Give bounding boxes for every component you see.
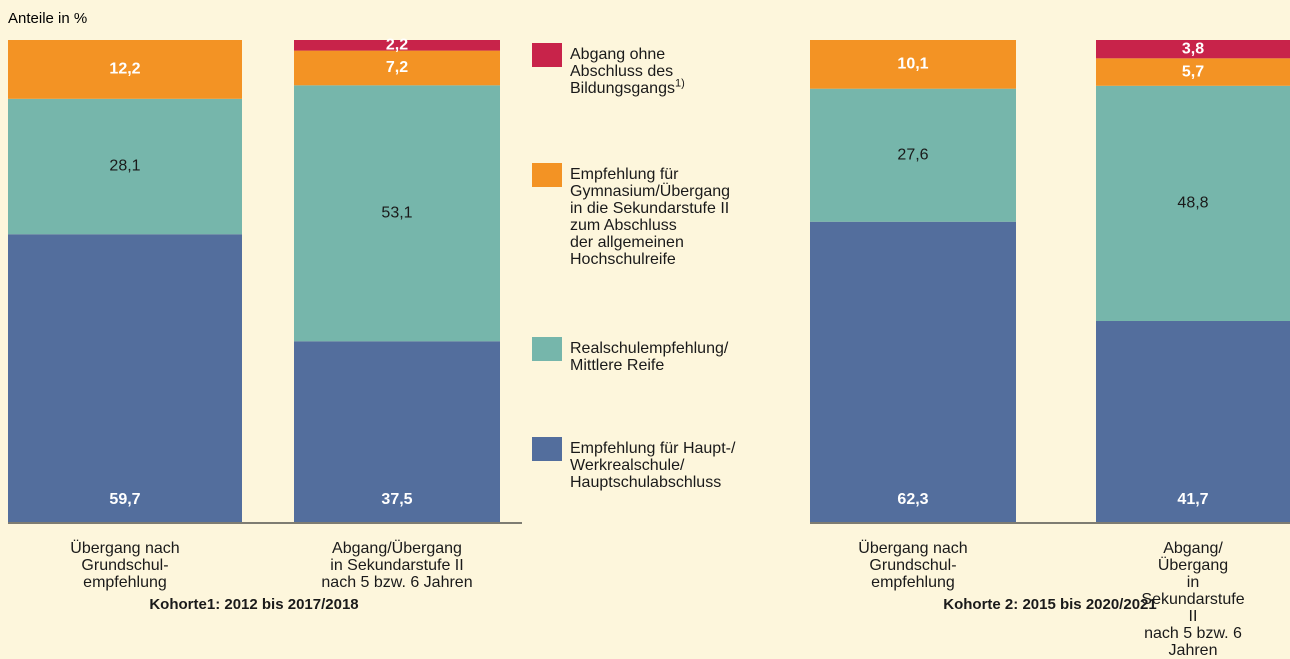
value-label: 53,1 — [381, 204, 412, 221]
value-label: 37,5 — [381, 491, 412, 508]
legend-label: Empfehlung für Haupt-/ Werkrealschule/ H… — [570, 440, 736, 491]
value-label: 27,6 — [897, 146, 928, 163]
legend-swatch — [532, 337, 562, 361]
value-label: 3,8 — [1182, 40, 1204, 57]
value-label: 5,7 — [1182, 63, 1204, 80]
axis-label: Anteile in % — [8, 10, 87, 27]
value-label: 10,1 — [897, 56, 928, 73]
group-label: Kohorte1: 2012 bis 2017/2018 — [149, 596, 359, 613]
x-tick-label: Abgang/Übergang in Sekundarstufe II nach… — [321, 540, 473, 591]
bar-segment — [294, 40, 500, 51]
value-label: 41,7 — [1177, 491, 1208, 508]
value-label: 48,8 — [1177, 195, 1208, 212]
bar-segment — [1096, 40, 1290, 59]
x-tick-label: Übergang nach Grundschul- empfehlung — [858, 540, 968, 591]
legend-swatch — [532, 163, 562, 187]
legend-swatch — [532, 437, 562, 461]
bar-segment — [294, 341, 500, 522]
bar-segment — [294, 85, 500, 342]
bar-segment — [810, 88, 1016, 222]
bar-segment — [1096, 85, 1290, 322]
bar-segment — [810, 40, 1016, 89]
bar-segment — [8, 98, 242, 235]
legend-entry: Abgang ohne Abschluss des Bildungsgangs1… — [570, 46, 685, 97]
bar-segment — [1096, 58, 1290, 86]
footnote-marker: 1) — [674, 77, 685, 90]
bar-segment — [8, 40, 242, 99]
x-tick-label: Abgang/Übergang in Sekundarstufe II nach… — [1141, 540, 1245, 659]
bar-segment — [1096, 321, 1290, 522]
value-label: 59,7 — [109, 491, 140, 508]
x-tick-label: Übergang nach Grundschul- empfehlung — [70, 540, 180, 591]
legend-entry: Realschulempfehlung/ Mittlere Reife — [570, 340, 728, 374]
bar-segment — [810, 221, 1016, 523]
value-label: 12,2 — [109, 61, 140, 78]
chart-svg: Anteile in % 59,7 28,1 12,2 37,5 53,1 7,2 2,2 6… — [8, 10, 1290, 524]
group-label: Kohorte 2: 2015 bis 2020/2021 — [943, 596, 1157, 613]
legend-entry: Empfehlung für Gymnasium/Übergang in die… — [570, 166, 730, 268]
value-label: 7,2 — [386, 59, 408, 76]
chart: Anteile in % 59,7 28,1 12,2 37,5 53,1 7,2 2,2 6… — [8, 10, 1290, 659]
legend-swatch — [532, 43, 562, 67]
legend-label: Empfehlung für Gymnasium/Übergang in die… — [570, 166, 731, 268]
legend-entry: Empfehlung für Haupt-/ Werkrealschule/ H… — [570, 440, 735, 491]
legend-label: Abgang ohne Abschluss des Bildungsgangs — [570, 46, 675, 97]
bar-segment — [294, 50, 500, 86]
value-label: 62,3 — [897, 491, 928, 508]
value-label: 28,1 — [109, 158, 140, 175]
legend-label: Realschulempfehlung/ Mittlere Reife — [570, 340, 729, 374]
bar-segment — [8, 234, 242, 522]
value-label: 2,2 — [386, 37, 408, 54]
